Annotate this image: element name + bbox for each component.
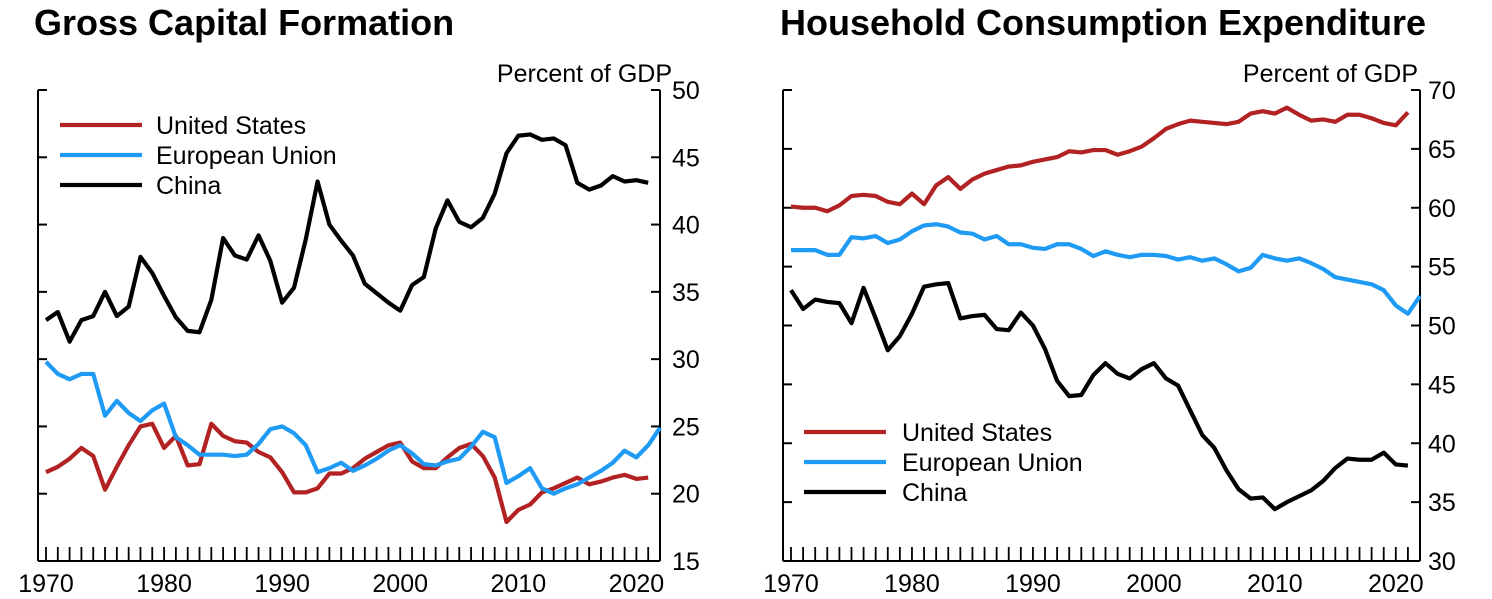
y-tick-label: 50 bbox=[1428, 313, 1456, 341]
y-tick-label: 70 bbox=[1428, 77, 1456, 105]
chart-title-gross-capital-formation: Gross Capital Formation bbox=[34, 2, 455, 43]
x-tick-label: 2000 bbox=[372, 570, 428, 598]
y-tick-label: 15 bbox=[672, 548, 700, 576]
y-tick-label: 35 bbox=[672, 279, 700, 307]
y-tick-label: 45 bbox=[672, 144, 700, 172]
y-tick-label: 40 bbox=[672, 212, 700, 240]
y-tick-label: 55 bbox=[1428, 254, 1456, 282]
legend-label-european-union: European Union bbox=[902, 449, 1083, 477]
x-tick-label: 1990 bbox=[254, 570, 310, 598]
y-tick-label: 40 bbox=[1428, 430, 1456, 458]
y-tick-label: 50 bbox=[672, 77, 700, 105]
y-tick-label: 20 bbox=[672, 481, 700, 509]
y-tick-label: 45 bbox=[1428, 371, 1456, 399]
y-tick-label: 30 bbox=[672, 346, 700, 374]
legend-label-european-union: European Union bbox=[156, 142, 337, 170]
x-tick-label: 1980 bbox=[884, 570, 940, 598]
legend-label-united-states: United States bbox=[156, 112, 306, 140]
x-tick-label: 1970 bbox=[18, 570, 74, 598]
x-tick-label: 2020 bbox=[1368, 570, 1424, 598]
x-tick-label: 1980 bbox=[136, 570, 192, 598]
y-axis-label: Percent of GDP bbox=[497, 60, 672, 88]
legend-label-china: China bbox=[156, 172, 221, 200]
y-tick-label: 60 bbox=[1428, 195, 1456, 223]
y-tick-label: 25 bbox=[672, 413, 700, 441]
series-line-china bbox=[44, 132, 649, 344]
y-tick-label: 35 bbox=[1428, 489, 1456, 517]
legend-label-china: China bbox=[902, 479, 967, 507]
x-tick-label: 1990 bbox=[1005, 570, 1061, 598]
chart-title-household-consumption: Household Consumption Expenditure bbox=[780, 2, 1426, 43]
x-tick-label: 1970 bbox=[763, 570, 819, 598]
x-tick-label: 2000 bbox=[1126, 570, 1182, 598]
y-axis-label: Percent of GDP bbox=[1243, 60, 1418, 88]
x-tick-label: 2020 bbox=[609, 570, 665, 598]
series-line-european-union bbox=[44, 360, 662, 496]
series-line-united-states bbox=[45, 421, 649, 525]
y-tick-label: 30 bbox=[1428, 548, 1456, 576]
x-tick-label: 2010 bbox=[490, 570, 546, 598]
series-line-european-union bbox=[791, 222, 1422, 316]
y-tick-label: 65 bbox=[1428, 136, 1456, 164]
series-line-united-states bbox=[790, 105, 1410, 214]
series-line-china bbox=[789, 281, 1409, 512]
x-tick-label: 2010 bbox=[1247, 570, 1303, 598]
legend-label-united-states: United States bbox=[902, 419, 1052, 447]
